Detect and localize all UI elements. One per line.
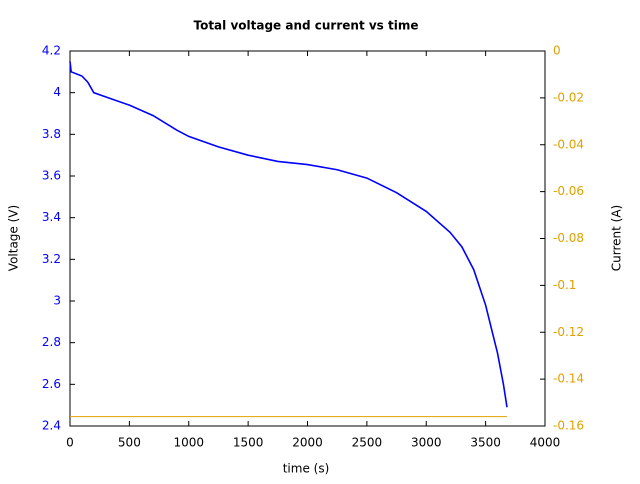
x-tick-label: 3500 [470, 436, 501, 450]
y2-tick-label: -0.16 [553, 419, 584, 433]
y-tick-label: 3.8 [42, 127, 61, 141]
x-tick-label: 500 [118, 436, 141, 450]
x-tick-label: 2000 [292, 436, 323, 450]
y-tick-label: 2.4 [42, 419, 61, 433]
x-tick-label: 3000 [411, 436, 442, 450]
y2-tick-label: -0.06 [553, 184, 584, 198]
y-tick-label: 4 [53, 85, 61, 99]
y2-tick-label: -0.12 [553, 325, 584, 339]
x-tick-label: 4000 [530, 436, 561, 450]
y2-tick-label: -0.08 [553, 231, 584, 245]
x-tick-label: 0 [66, 436, 74, 450]
x-tick-label: 1500 [233, 436, 264, 450]
y2-tick-label: -0.1 [553, 278, 576, 292]
y2-tick-label: -0.04 [553, 137, 584, 151]
y-axis-label: Voltage (V) [7, 205, 21, 271]
x-tick-label: 1000 [173, 436, 204, 450]
y-tick-label: 3.4 [42, 210, 61, 224]
chart-title: Total voltage and current vs time [193, 19, 418, 33]
y-tick-label: 3.2 [42, 252, 61, 266]
y-tick-label: 3.6 [42, 169, 61, 183]
x-tick-label: 2500 [352, 436, 383, 450]
y2-axis-label: Current (A) [610, 205, 624, 271]
y-tick-label: 3 [53, 294, 61, 308]
y2-tick-label: 0 [553, 44, 561, 58]
plot-frame [69, 50, 546, 427]
x-axis-label: time (s) [283, 462, 330, 476]
series-line [69, 61, 508, 408]
y-tick-label: 2.6 [42, 377, 61, 391]
y-tick-label: 2.8 [42, 335, 61, 349]
y-tick-label: 4.2 [42, 44, 61, 58]
y2-tick-label: -0.02 [553, 90, 584, 104]
y2-tick-label: -0.14 [553, 372, 584, 386]
